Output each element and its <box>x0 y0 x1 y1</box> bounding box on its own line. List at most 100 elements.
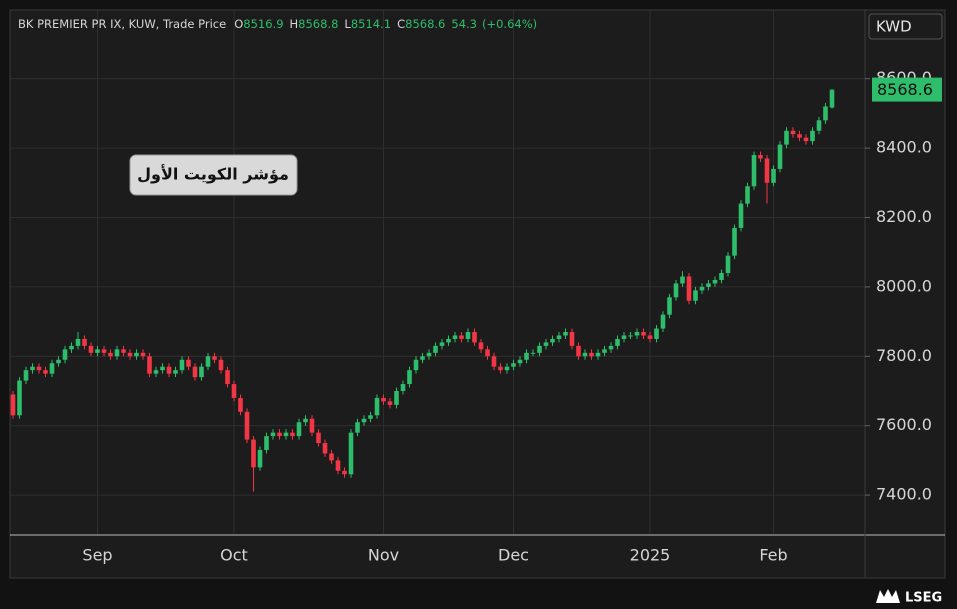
candle-body <box>446 338 451 343</box>
labels: 7400.07600.07800.08000.08200.08400.08600… <box>82 68 942 565</box>
candle-body <box>764 158 770 183</box>
candle-body <box>478 342 484 350</box>
candle-body <box>69 345 74 350</box>
candle-body <box>595 352 601 357</box>
candle-body <box>784 130 789 145</box>
currency-label[interactable]: KWD <box>876 18 912 36</box>
low-value: 8514.1 <box>351 17 391 31</box>
candle-body <box>452 335 458 339</box>
candle-body <box>491 356 497 367</box>
candle-body <box>160 366 165 371</box>
x-tick-label: Sep <box>82 546 112 565</box>
candle-body <box>777 144 783 169</box>
chart-frame <box>9 9 946 579</box>
y-tick-label: 8200.0 <box>876 207 932 226</box>
candle-body <box>303 418 308 423</box>
candle-body <box>686 276 692 301</box>
candle-body <box>556 335 562 339</box>
brand-name: LSEG <box>905 591 942 606</box>
candle-body <box>30 366 35 371</box>
price-tag <box>872 77 942 102</box>
candle-body <box>75 338 81 346</box>
candle-body <box>628 335 633 337</box>
header-title: BK PREMIER PR IX, KUW, Trade Price <box>18 17 226 31</box>
candle-body <box>153 370 159 374</box>
candle-body <box>186 359 191 367</box>
candle-body <box>218 359 224 371</box>
currency-box[interactable] <box>868 13 943 40</box>
candle-body <box>95 349 100 353</box>
candle-body <box>504 366 510 371</box>
candle-body <box>550 338 555 343</box>
candle-body <box>192 366 198 378</box>
x-tick-label: Oct <box>220 546 248 565</box>
candle-body <box>719 273 724 280</box>
candle-body <box>88 345 94 353</box>
candle-body <box>127 352 133 357</box>
candle-body <box>530 352 536 354</box>
close-value: 8568.6 <box>405 17 445 31</box>
candle-body <box>108 352 113 357</box>
annotation: مؤشر الكويت الأول <box>137 165 289 184</box>
candle-body <box>439 342 445 346</box>
candle-body <box>465 332 471 339</box>
candle-body <box>673 283 679 298</box>
high-label: H <box>290 17 299 31</box>
candle-body <box>563 332 568 336</box>
candle-body <box>810 130 815 142</box>
candle-body <box>56 359 61 364</box>
candle-body <box>485 349 490 357</box>
candle-body <box>537 345 542 353</box>
candle-body <box>257 449 263 468</box>
candle-body <box>251 439 256 468</box>
change-percent: (+0.64%) <box>482 17 537 31</box>
candle-body <box>498 366 503 371</box>
candle-body <box>147 356 152 374</box>
candle-body <box>101 349 107 353</box>
x-tick-label: Nov <box>368 546 399 565</box>
candle-body <box>205 356 211 367</box>
candle-body <box>725 255 731 274</box>
candle-body <box>394 390 399 405</box>
candle-body <box>121 349 126 353</box>
candle-body <box>667 297 672 315</box>
candle-body <box>524 352 529 360</box>
candle-body <box>517 359 523 364</box>
candle-body <box>420 356 425 360</box>
candle-body <box>608 345 614 350</box>
annotation-box <box>129 154 298 196</box>
candle-body <box>387 401 393 405</box>
candle-body <box>758 155 763 159</box>
candle-body <box>816 120 822 131</box>
candle-body <box>790 130 796 135</box>
y-tick-label: 7400.0 <box>876 485 932 504</box>
x-tick-label: 2025 <box>630 546 671 565</box>
y-tick-label: 7800.0 <box>876 346 932 365</box>
candle-body <box>511 363 516 367</box>
candle-body <box>309 418 315 433</box>
candle-body <box>615 338 620 346</box>
candle-body <box>732 227 737 256</box>
y-tick-label: 8400.0 <box>876 138 932 157</box>
price-tag-label: 8568.6 <box>877 80 933 99</box>
candle-body <box>361 418 367 423</box>
candle-body <box>829 89 835 108</box>
high-value: 8568.8 <box>298 17 338 31</box>
candle-body <box>199 366 204 378</box>
candle-body <box>10 394 16 416</box>
candle-body <box>179 359 185 371</box>
candle-body <box>212 356 217 360</box>
candle-body <box>82 338 87 346</box>
candle-body <box>433 345 438 353</box>
grid <box>10 10 865 535</box>
candle-body <box>426 352 432 357</box>
candle-body <box>634 332 640 336</box>
candle-body <box>329 453 334 461</box>
candle-body <box>576 345 581 357</box>
brand-logo <box>876 589 900 603</box>
candle-body <box>706 283 711 287</box>
candle-body <box>134 352 139 357</box>
candle-body <box>173 370 178 374</box>
close-label: C <box>397 17 405 31</box>
candle-body <box>823 106 828 121</box>
